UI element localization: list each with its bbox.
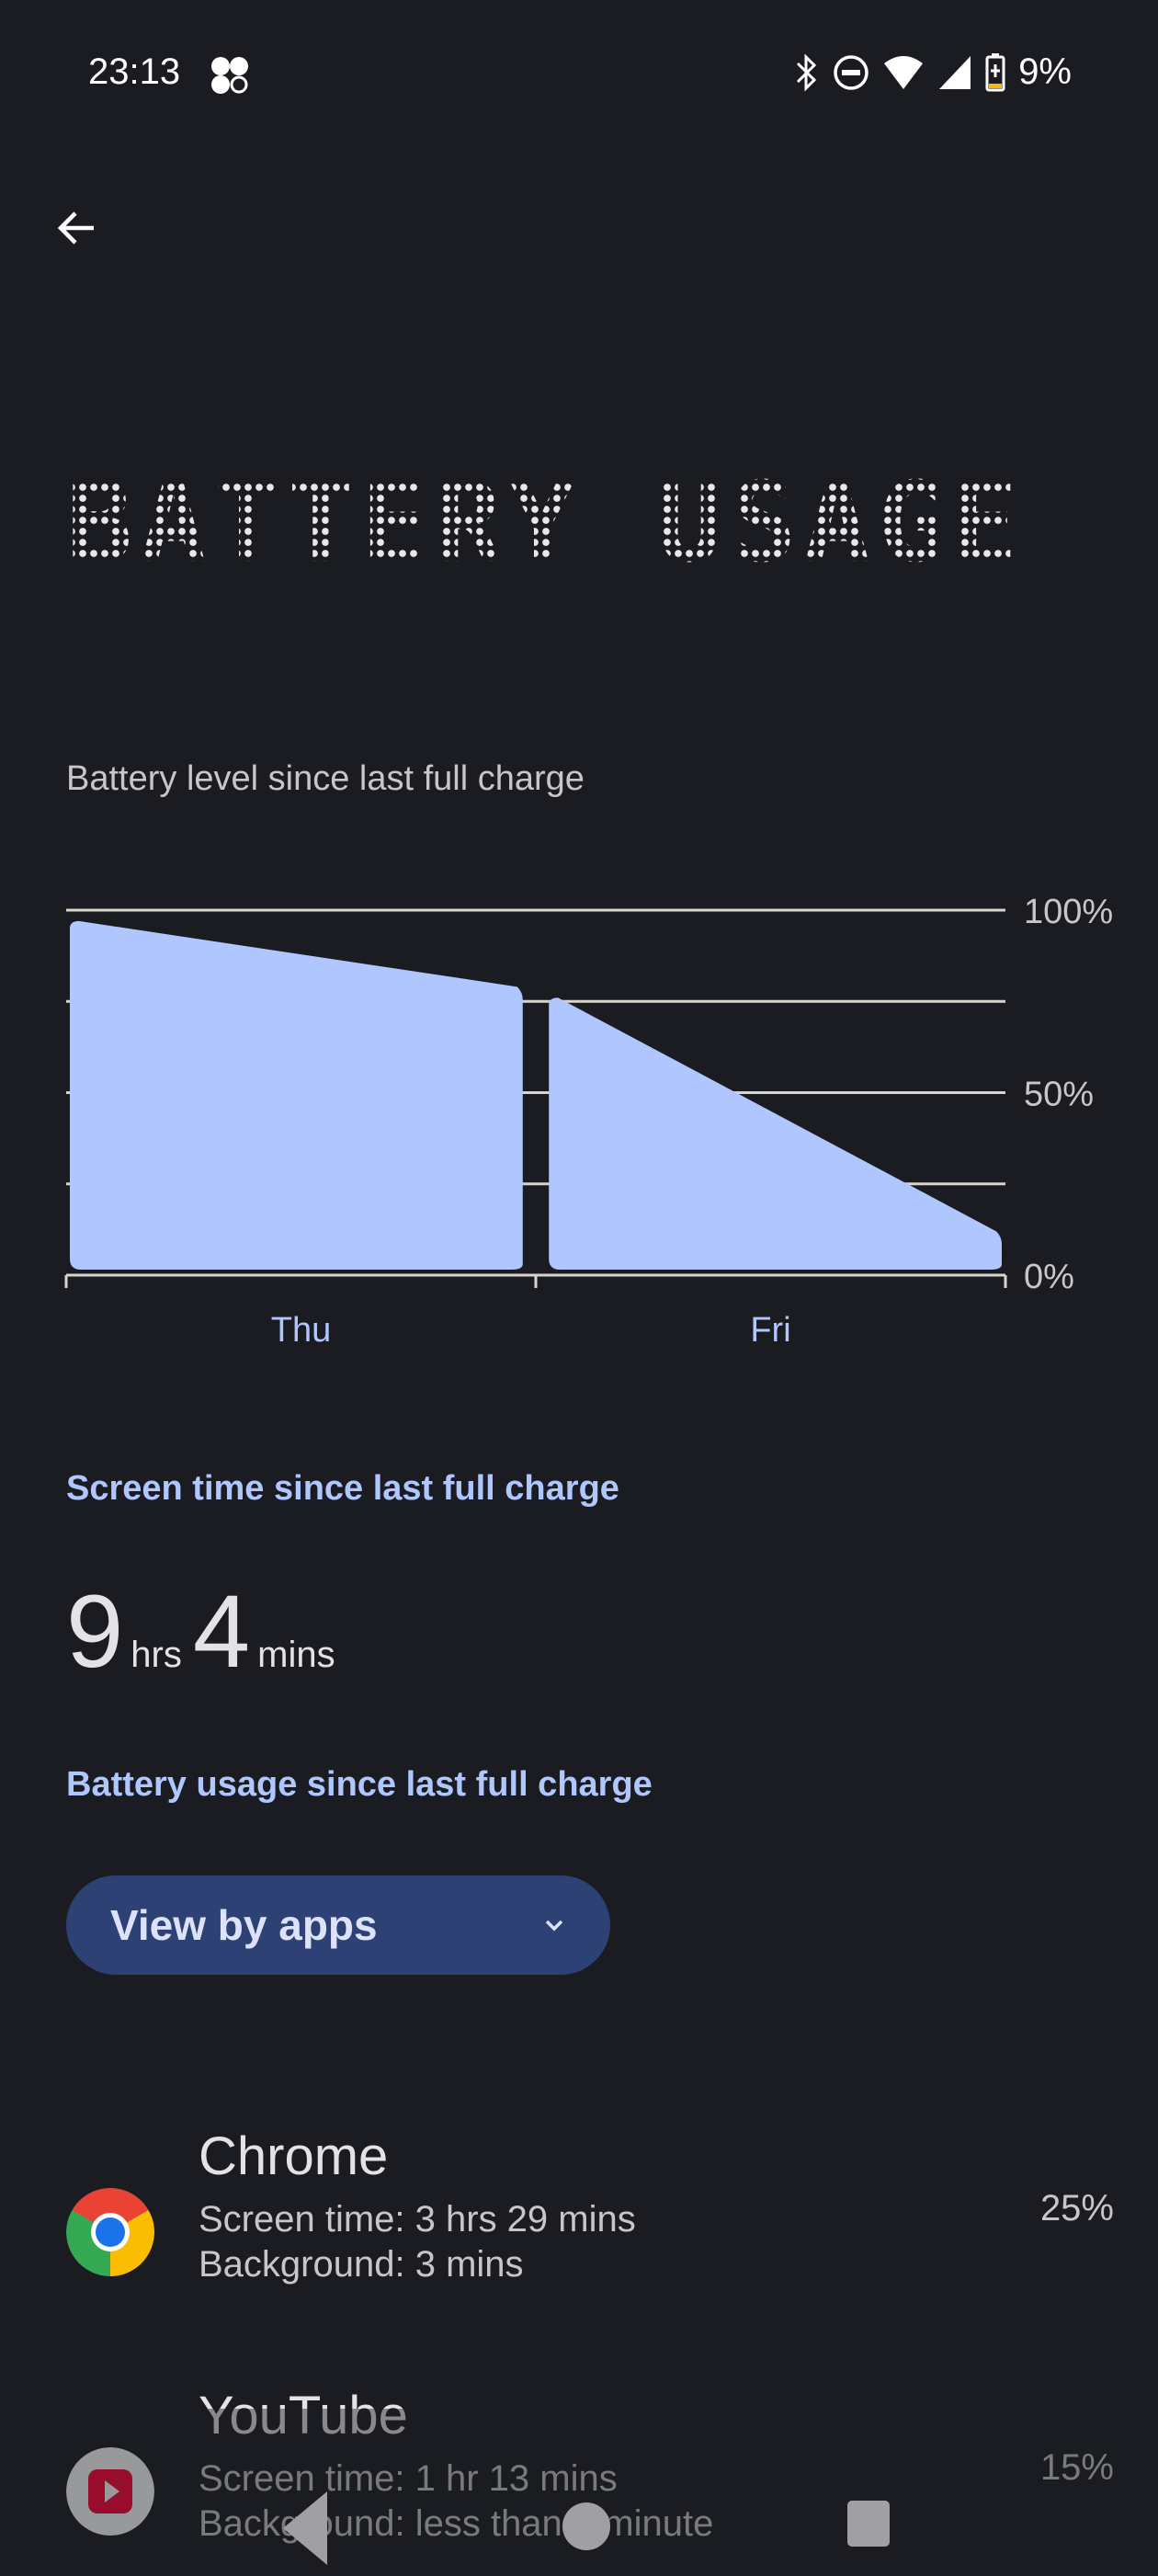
status-time: 23:13 [88,51,181,92]
usage-label: Battery usage since last full charge [66,1765,653,1804]
bluetooth-icon [797,52,817,92]
chevron-down-icon [545,1920,563,1932]
fan-icon [211,57,248,94]
minutes: 4 [192,1574,251,1689]
app-row-youtube[interactable]: YouTube Screen time: 1 hr 13 mins Backgr… [66,2386,1114,2576]
nav-back-icon[interactable] [283,2491,327,2565]
app-name: Chrome [199,2126,389,2186]
minutes-unit: mins [257,1635,335,1675]
hours-unit: hrs [131,1635,182,1675]
app-screen-time: Screen time: 1 hr 13 mins [199,2458,618,2499]
y-tick-label: 100% [1024,893,1113,931]
app-name: YouTube [199,2386,408,2445]
chart-label: Battery level since last full charge [66,759,585,798]
signal-icon [939,55,971,89]
view-by-dropdown[interactable]: View by apps [66,1875,610,1975]
nav-home-icon[interactable] [562,2502,610,2550]
screen-time-value: 9 hrs 4 mins [66,1572,346,1691]
app-row-chrome[interactable]: Chrome Screen time: 3 hrs 29 mins Backgr… [66,2126,1114,2317]
screen-time-label: Screen time since last full charge [66,1469,619,1508]
wifi-icon [884,55,924,89]
dnd-icon [834,54,868,90]
app-background-time: Background: 3 mins [199,2244,524,2285]
x-tick-label: Thu [271,1311,331,1350]
app-percent: 25% [1039,2188,1114,2228]
battery-percent: 9% [1018,51,1072,92]
back-arrow-icon[interactable] [51,202,103,254]
status-icons: 9% [792,51,1072,93]
navigation-bar [283,2491,890,2565]
app-screen-time: Screen time: 3 hrs 29 mins [199,2199,636,2240]
app-background-time: Background: less than a minute [199,2503,714,2544]
y-tick-label: 50% [1024,1076,1094,1114]
youtube-icon [66,2447,154,2536]
dropdown-label: View by apps [110,1901,378,1949]
battery-area-segment [70,920,523,1270]
x-tick-label: Fri [750,1311,790,1350]
page-title: BATTERY USAGE [66,460,1026,587]
battery-level-chart: 100% 50% 0% Thu Fri [64,893,1113,1350]
nav-recents-icon[interactable] [847,2501,890,2547]
y-tick-label: 0% [1024,1258,1074,1296]
app-percent: 15% [1039,2447,1114,2488]
hours: 9 [66,1574,124,1689]
battery-area-segment [549,997,1002,1270]
chrome-icon [66,2188,154,2276]
battery-charging-icon [985,52,1005,91]
